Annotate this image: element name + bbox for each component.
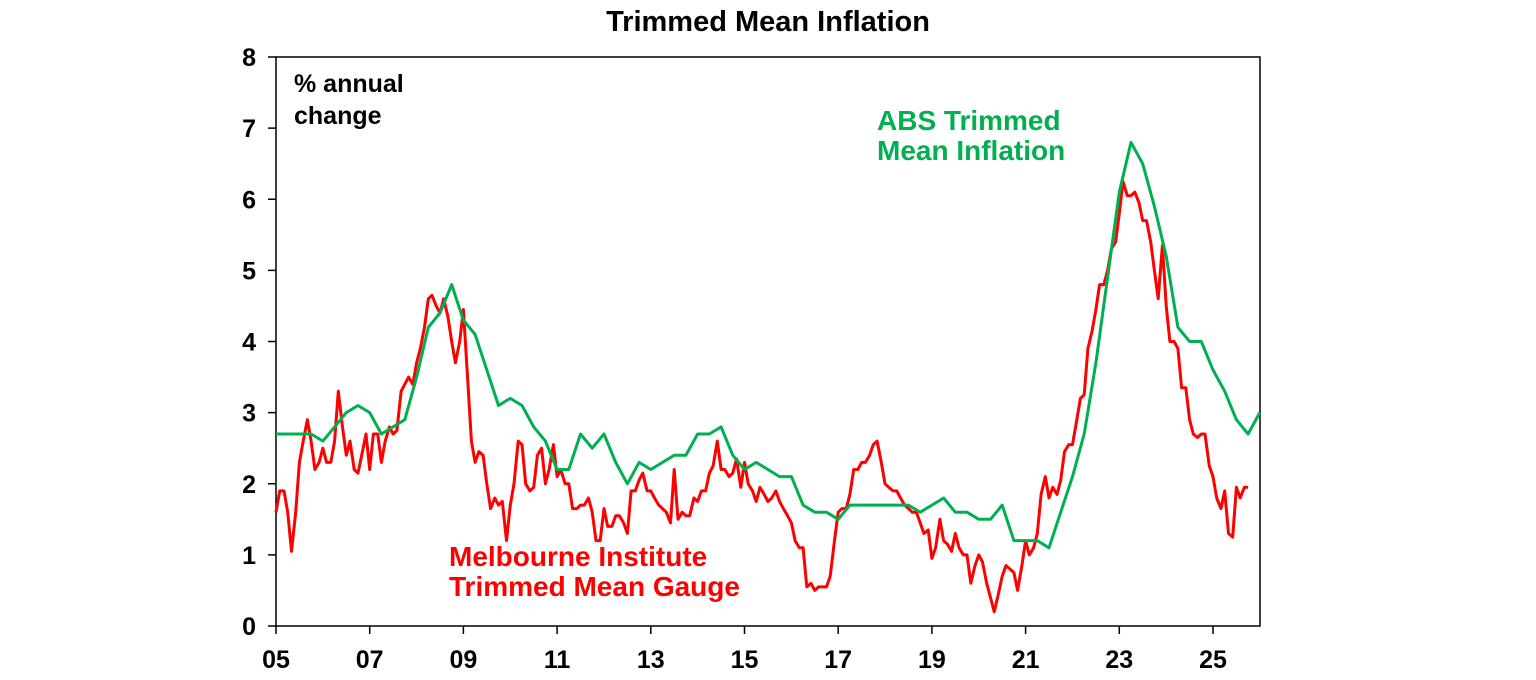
y-tick-label: 0 xyxy=(242,613,256,641)
y-tick-label: 2 xyxy=(242,471,256,499)
x-tick-label: 19 xyxy=(918,646,946,674)
y-tick-label: 4 xyxy=(242,329,256,357)
series-layer xyxy=(274,140,1262,614)
mi-label-line-1: Melbourne Institute xyxy=(449,541,708,572)
x-tick-label: 11 xyxy=(544,646,571,674)
y-tick-label: 8 xyxy=(242,44,256,72)
y-tick-label: 7 xyxy=(242,115,256,143)
chart-title: Trimmed Mean Inflation xyxy=(606,6,930,38)
abs-series-label: ABS Trimmed Mean Inflation xyxy=(877,106,1065,166)
y-tick-label: 5 xyxy=(242,257,256,285)
mi-series-label: Melbourne Institute Trimmed Mean Gauge xyxy=(449,542,740,602)
unit-label-line-1: % annual xyxy=(294,70,404,98)
x-tick-label: 21 xyxy=(1012,646,1040,674)
x-tick-label: 15 xyxy=(731,646,759,674)
mi-label-line-2: Trimmed Mean Gauge xyxy=(449,571,740,602)
y-tick-label: 1 xyxy=(242,542,256,570)
x-axis: 05 07 09 11 13 15 17 19 21 23 25 xyxy=(262,626,1227,674)
x-tick-label: 25 xyxy=(1199,646,1227,674)
x-tick-label: 23 xyxy=(1105,646,1133,674)
mi-trimmed-mean-gauge-line xyxy=(274,180,1249,614)
abs-label-line-2: Mean Inflation xyxy=(877,135,1066,166)
y-tick-label: 6 xyxy=(242,186,256,214)
unit-label-line-2: change xyxy=(294,102,382,130)
y-tick-label: 3 xyxy=(242,400,256,428)
x-tick-label: 05 xyxy=(262,646,290,674)
x-tick-label: 17 xyxy=(824,646,852,674)
abs-label-line-1: ABS Trimmed xyxy=(877,105,1061,136)
y-axis: 0 1 2 3 4 5 6 7 8 xyxy=(242,44,276,641)
x-tick-label: 13 xyxy=(637,646,665,674)
abs-trimmed-mean-line xyxy=(276,140,1262,550)
y-axis-unit-label: % annual change xyxy=(294,68,404,132)
x-tick-label: 07 xyxy=(356,646,384,674)
x-tick-label: 09 xyxy=(449,646,477,674)
